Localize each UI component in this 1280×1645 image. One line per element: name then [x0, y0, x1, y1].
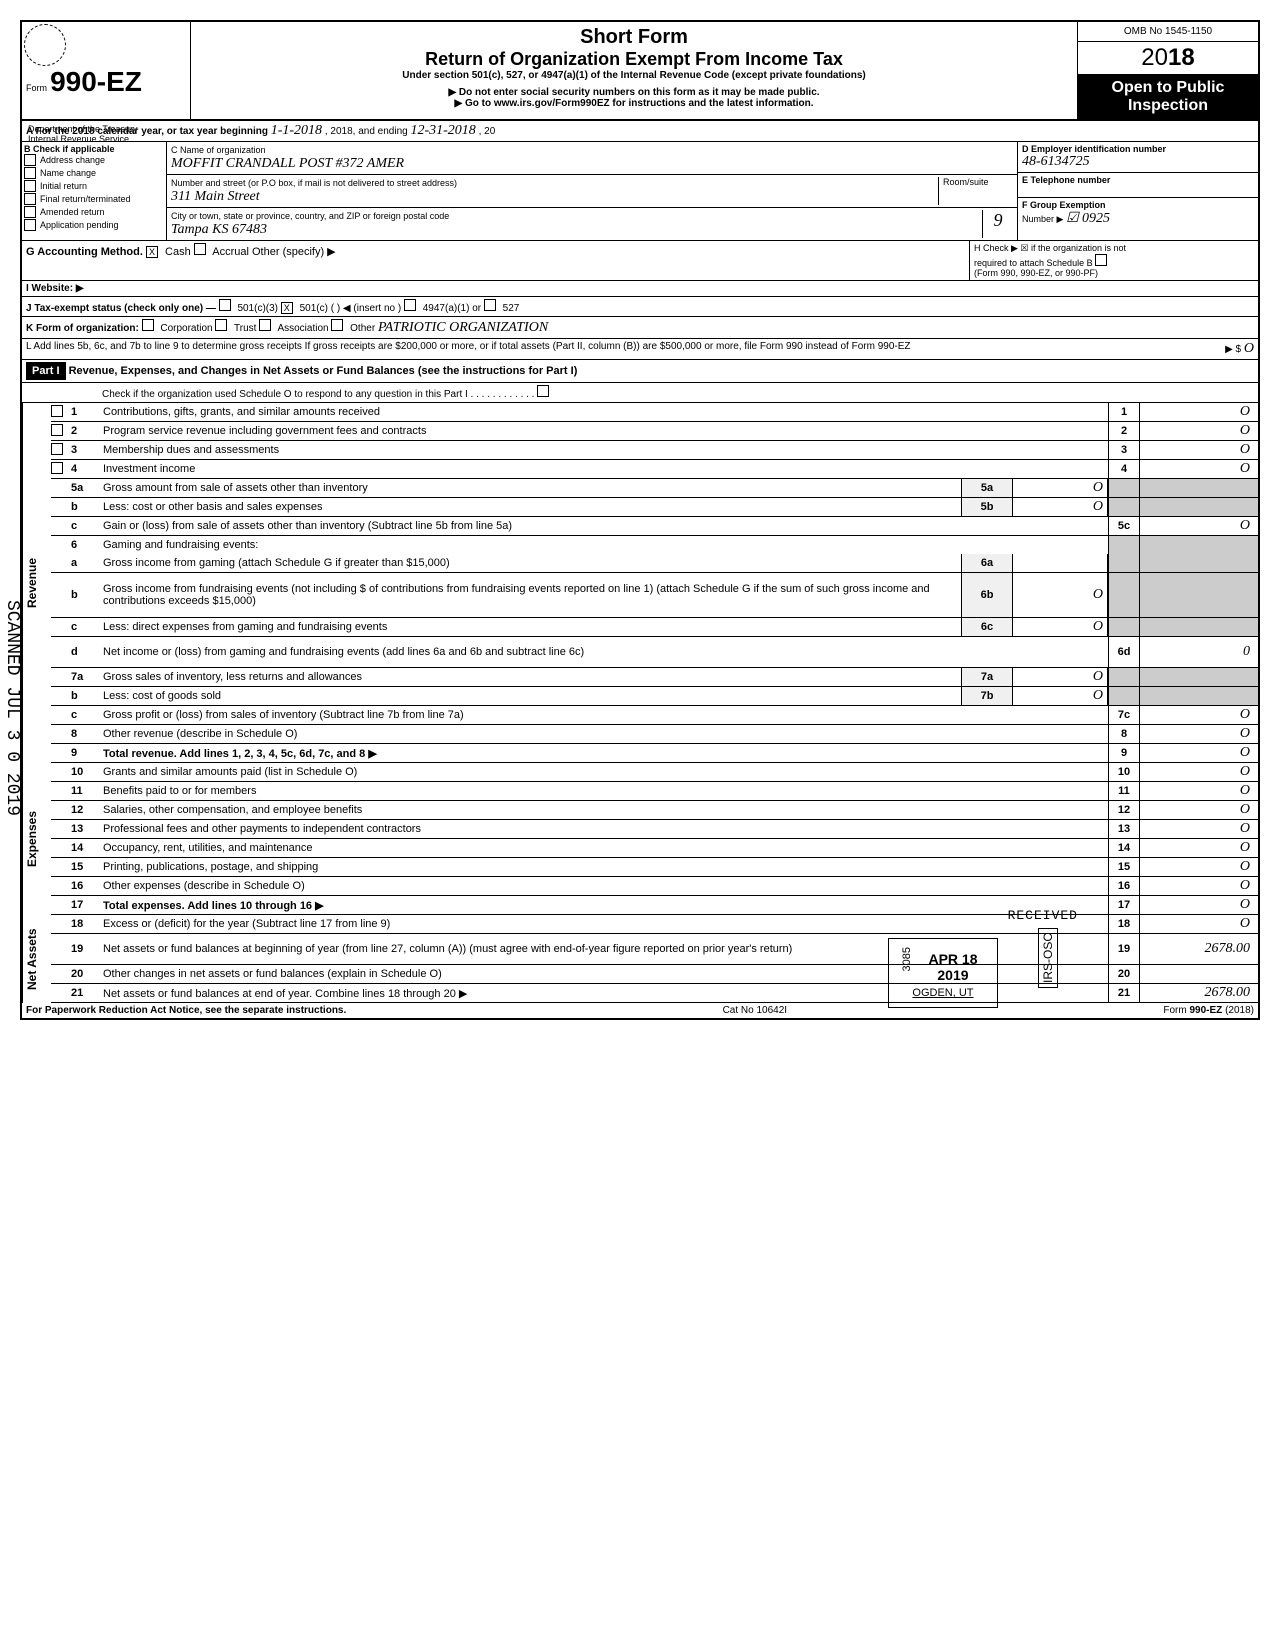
- scanned-label: SCANNED JUL 3 0 2019: [2, 600, 22, 816]
- footer-row: For Paperwork Reduction Act Notice, see …: [22, 1003, 1258, 1018]
- short-form-title: Short Form: [199, 26, 1069, 49]
- right-info: D Employer identification number 48-6134…: [1018, 142, 1258, 240]
- form-990ez: Form 990-EZ Short Form Return of Organiz…: [20, 20, 1260, 1020]
- omb-number: OMB No 1545-1150: [1078, 22, 1258, 42]
- section-j: J Tax-exempt status (check only one) — 5…: [22, 297, 1258, 317]
- dept-label: Department of the Treasury Internal Reve…: [28, 124, 138, 144]
- logo-box: Form 990-EZ: [22, 22, 191, 119]
- warning-text: ▶ Do not enter social security numbers o…: [199, 87, 1069, 98]
- section-l: L Add lines 5b, 6c, and 7b to line 9 to …: [22, 339, 1258, 360]
- revenue-section: Revenue 1Contributions, gifts, grants, a…: [22, 403, 1258, 763]
- date-stamp: 3085 APR 18 2019 OGDEN, UT: [888, 938, 998, 1008]
- goto-text: ▶ Go to www.irs.gov/Form990EZ for instru…: [199, 98, 1069, 109]
- section-k: K Form of organization: Corporation Trus…: [22, 317, 1258, 339]
- section-b: B Check if applicable Address change Nam…: [22, 142, 167, 240]
- inspection-box: Open to Public Inspection: [1078, 75, 1258, 119]
- title-box: Short Form Return of Organization Exempt…: [191, 22, 1078, 119]
- form-prefix: Form: [26, 83, 47, 93]
- right-header-boxes: OMB No 1545-1150 20201818 Open to Public…: [1078, 22, 1258, 119]
- section-i: I Website: ▶: [22, 281, 1258, 297]
- section-g-h: G Accounting Method. Cash Accrual Other …: [22, 241, 1258, 281]
- section-a: A For the 2018 calendar year, or tax yea…: [22, 121, 1258, 142]
- tax-year: 20201818: [1078, 42, 1258, 75]
- form-number: 990-EZ: [50, 66, 142, 97]
- irs-osc-stamp: IRS-OSC: [1038, 928, 1058, 988]
- header-row: Form 990-EZ Short Form Return of Organiz…: [22, 22, 1258, 121]
- main-title: Return of Organization Exempt From Incom…: [199, 49, 1069, 70]
- subtitle: Under section 501(c), 527, or 4947(a)(1)…: [199, 70, 1069, 81]
- netassets-section: Net Assets 18Excess or (deficit) for the…: [22, 915, 1258, 1003]
- info-section: B Check if applicable Address change Nam…: [22, 142, 1258, 241]
- document-number: 2949213104419 9: [1042, 0, 1270, 1]
- part1-header: Part I Revenue, Expenses, and Changes in…: [22, 360, 1258, 383]
- section-c: C Name of organization MOFFIT CRANDALL P…: [167, 142, 1018, 240]
- irs-logo-icon: [24, 24, 66, 66]
- received-stamp: RECEIVED: [1008, 908, 1078, 923]
- expenses-section: Expenses 10Grants and similar amounts pa…: [22, 763, 1258, 915]
- part1-note: Check if the organization used Schedule …: [22, 383, 1258, 403]
